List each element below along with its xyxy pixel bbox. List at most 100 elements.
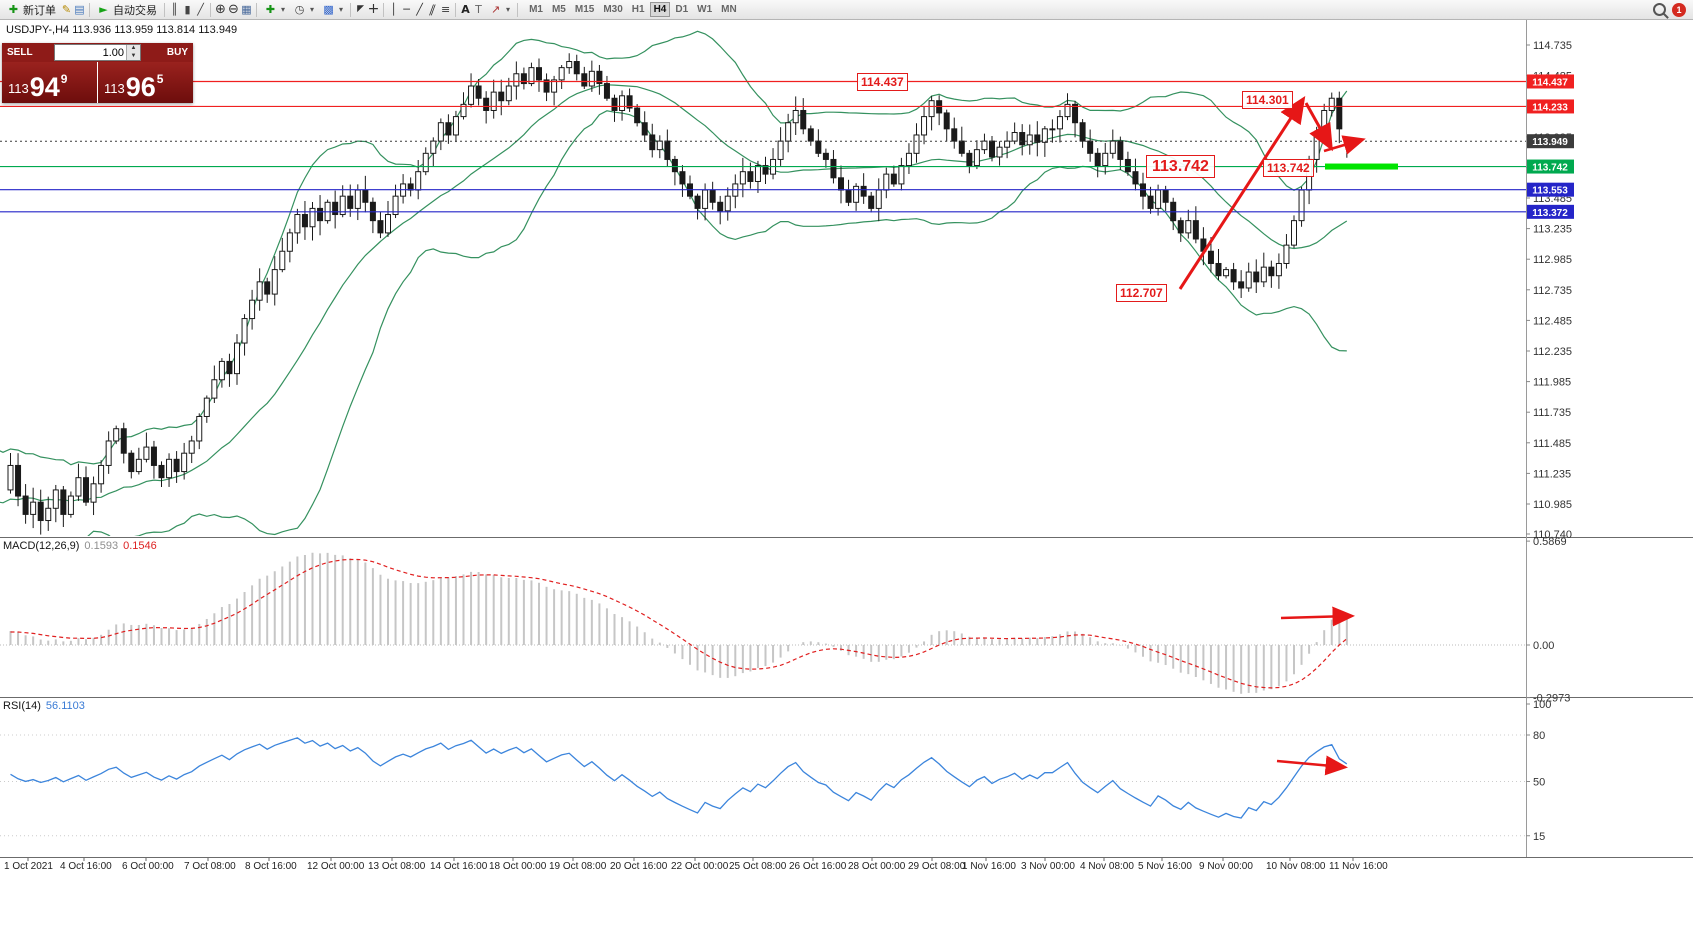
timeframe-button-m15[interactable]: M15: [574, 4, 595, 15]
svg-text:100: 100: [1533, 699, 1551, 711]
one-click-trading-widget: SELL ▲ ▼ BUY 113 94 9 113 96 5: [2, 43, 193, 103]
tile-windows-icon[interactable]: ▦: [241, 3, 252, 16]
dropdown-caret-icon: ▾: [506, 5, 511, 14]
macd-value-main: 0.1593: [84, 540, 119, 552]
main-toolbar: ✚ 新订单 ✎ ▤ ► 自动交易 ║ ▮ ╱ ⊕ ⊖ ▦ ✚ ▾ ◷ ▾ ▩ ▾…: [0, 0, 1693, 20]
toolbar-separator: [89, 2, 90, 17]
timeframe-button-m30[interactable]: M30: [603, 4, 623, 15]
rsi-panel-layer: [0, 734, 1526, 837]
buy-button[interactable]: 113 96 5: [98, 62, 193, 103]
horizontal-line-tool-icon[interactable]: ─: [403, 3, 410, 16]
volume-decrease-button[interactable]: ▼: [127, 52, 140, 60]
new-order-button[interactable]: ✚ 新订单: [3, 1, 60, 18]
buy-price-sup: 5: [156, 72, 164, 86]
toolbar-separator: [383, 2, 385, 17]
svg-text:0.5869: 0.5869: [1533, 536, 1567, 548]
axes-layer: 114.735114.485114.235113.985113.735113.4…: [0, 20, 1693, 872]
svg-text:6 Oct 00:00: 6 Oct 00:00: [122, 861, 174, 872]
macd-panel-label: MACD(12,26,9) 0.1593 0.1546: [3, 540, 157, 552]
new-order-label: 新订单: [23, 4, 56, 17]
svg-text:7 Oct 08:00: 7 Oct 08:00: [184, 861, 236, 872]
timeframe-button-h4[interactable]: H4: [649, 2, 671, 17]
svg-text:114.437: 114.437: [1532, 77, 1568, 88]
svg-text:112.735: 112.735: [1533, 285, 1572, 297]
volume-field: ▲ ▼: [54, 44, 141, 61]
timeframe-button-m5[interactable]: M5: [551, 4, 566, 15]
svg-text:8 Oct 16:00: 8 Oct 16:00: [245, 861, 297, 872]
toolbar-separator: [256, 2, 257, 17]
sell-button[interactable]: 113 94 9: [2, 62, 97, 103]
svg-text:18 Oct 00:00: 18 Oct 00:00: [489, 861, 547, 872]
svg-text:111.735: 111.735: [1533, 407, 1571, 419]
text-label-tool-icon[interactable]: T: [475, 3, 482, 16]
candlestick-chart-icon[interactable]: ▮: [184, 3, 191, 16]
buy-label: BUY: [166, 47, 188, 58]
metaeditor-icon[interactable]: ✎: [61, 3, 72, 16]
toolbar-separator: [517, 2, 519, 17]
timeframe-button-d1[interactable]: D1: [675, 4, 689, 15]
trendline-tool-icon[interactable]: ╱: [416, 3, 423, 16]
svg-text:110.985: 110.985: [1533, 499, 1572, 511]
svg-text:19 Oct 08:00: 19 Oct 08:00: [549, 861, 607, 872]
svg-text:114.735: 114.735: [1533, 40, 1572, 52]
notification-badge[interactable]: 1: [1672, 2, 1686, 17]
zoom-out-icon[interactable]: ⊖: [228, 2, 239, 17]
svg-text:80: 80: [1533, 730, 1545, 742]
auto-trading-label: 自动交易: [113, 4, 157, 17]
svg-text:112.485: 112.485: [1533, 315, 1572, 327]
toolbar-separator: [210, 2, 211, 17]
sell-price-prefix: 113: [8, 81, 29, 96]
svg-text:22 Oct 00:00: 22 Oct 00:00: [671, 861, 729, 872]
zoom-in-icon[interactable]: ⊕: [215, 2, 226, 17]
timeframe-button-h1[interactable]: H1: [631, 4, 645, 15]
volume-increase-button[interactable]: ▲: [127, 45, 140, 53]
text-tool-icon[interactable]: A: [461, 3, 470, 16]
new-order-icon: ✚: [8, 3, 19, 16]
timeframe-button-m1[interactable]: M1: [529, 4, 543, 15]
timeframe-button-w1[interactable]: W1: [697, 4, 713, 15]
trade-widget-header: SELL ▲ ▼ BUY: [2, 43, 193, 62]
macd-name: MACD(12,26,9): [3, 540, 80, 552]
volume-input[interactable]: [55, 45, 126, 60]
svg-text:50: 50: [1533, 777, 1545, 789]
bar-chart-icon[interactable]: ║: [171, 3, 178, 16]
timeframe-button-mn[interactable]: MN: [721, 4, 737, 15]
svg-text:113.235: 113.235: [1533, 224, 1572, 236]
drawings-layer: [0, 80, 1526, 776]
toolbar-separator: [164, 2, 165, 17]
periods-button[interactable]: ◷ ▾: [289, 1, 318, 18]
svg-text:12 Oct 00:00: 12 Oct 00:00: [307, 861, 365, 872]
auto-trading-button[interactable]: ► 自动交易: [93, 1, 161, 18]
vertical-line-tool-icon[interactable]: │: [390, 3, 397, 16]
svg-text:113.372: 113.372: [1532, 208, 1568, 219]
line-chart-icon[interactable]: ╱: [197, 3, 204, 16]
fibonacci-tool-icon[interactable]: ≡: [440, 3, 451, 16]
svg-text:111.235: 111.235: [1533, 468, 1571, 480]
templates-button[interactable]: ▩ ▾: [318, 1, 347, 18]
dropdown-caret-icon: ▾: [281, 5, 286, 14]
svg-text:111.485: 111.485: [1533, 438, 1571, 450]
svg-text:0.00: 0.00: [1533, 640, 1554, 652]
price-annotation: 114.437: [857, 73, 908, 91]
indicators-button[interactable]: ✚ ▾: [260, 1, 289, 18]
auto-trading-icon: ►: [99, 3, 108, 16]
cursor-icon[interactable]: ◤: [357, 4, 364, 14]
arrows-tool-icon: ↗: [490, 3, 501, 16]
toolbar-separator: [455, 2, 457, 17]
search-icon[interactable]: [1653, 3, 1666, 16]
periods-clock-icon: ◷: [294, 3, 305, 16]
svg-text:20 Oct 16:00: 20 Oct 16:00: [610, 861, 668, 872]
market-watch-icon[interactable]: ▤: [74, 3, 85, 16]
price-annotation: 114.301: [1242, 91, 1293, 109]
indicators-icon: ✚: [265, 3, 276, 16]
svg-text:3 Nov 00:00: 3 Nov 00:00: [1021, 861, 1075, 872]
svg-text:29 Oct 08:00: 29 Oct 08:00: [908, 861, 966, 872]
macd-panel-layer: [0, 552, 1526, 694]
arrows-tool-button[interactable]: ↗ ▾: [485, 1, 514, 18]
crosshair-icon[interactable]: +: [367, 1, 380, 17]
svg-text:28 Oct 00:00: 28 Oct 00:00: [848, 861, 906, 872]
svg-text:9 Nov 00:00: 9 Nov 00:00: [1199, 861, 1253, 872]
rsi-panel-label: RSI(14) 56.1103: [3, 700, 85, 712]
dropdown-caret-icon: ▾: [310, 5, 315, 14]
